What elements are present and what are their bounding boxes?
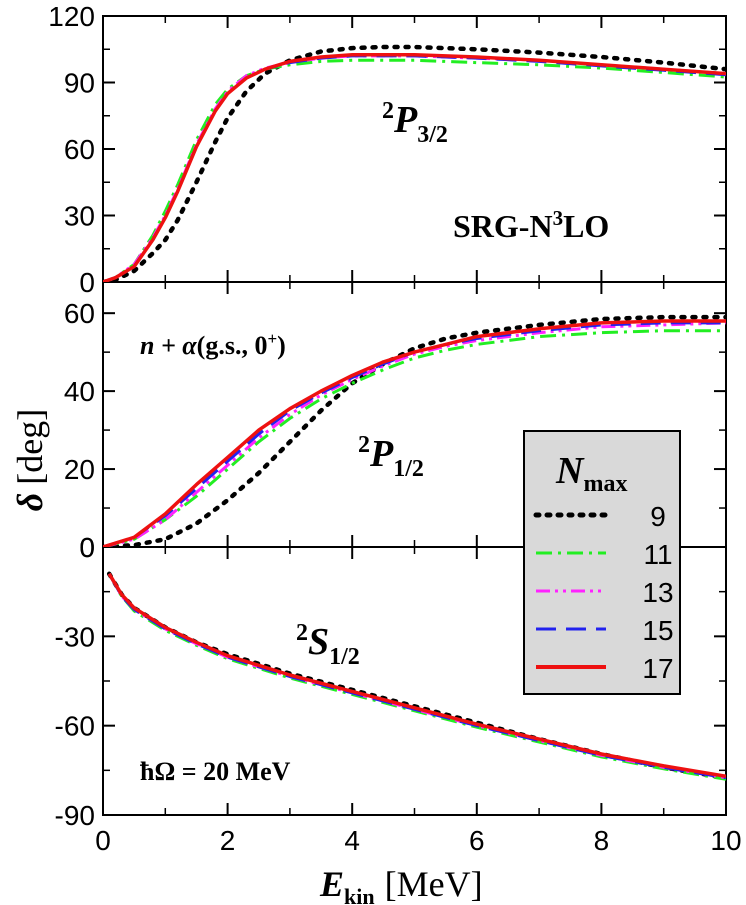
panel-label-p32: 2P3/2 — [382, 98, 448, 148]
panel-label-p12: 2P1/2 — [358, 432, 424, 482]
y-axis-label: δ[deg] — [10, 409, 50, 511]
series-line-P12-nmax-15 — [103, 321, 726, 547]
legend-label-17: 17 — [642, 653, 673, 684]
y-tick-label: 120 — [48, 1, 95, 32]
series-line-P32-nmax-11 — [103, 58, 726, 282]
legend-label-11: 11 — [643, 539, 672, 570]
series-line-P32-nmax-15 — [103, 54, 726, 282]
x-tick-label: 4 — [344, 825, 360, 856]
legend-title: Nmax — [555, 450, 627, 497]
x-axis-label: Ekin [MeV] — [319, 864, 483, 905]
legend-label-15: 15 — [642, 615, 673, 646]
x-tick-label: 0 — [95, 825, 111, 856]
series-line-P12-nmax-13 — [103, 321, 726, 547]
x-tick-label: 6 — [469, 825, 485, 856]
y-tick-label: 40 — [64, 376, 95, 407]
y-tick-label: 90 — [64, 68, 95, 99]
series-line-P32-nmax-9 — [103, 44, 726, 282]
y-tick-label: 0 — [79, 267, 95, 298]
series-line-S12-nmax-17 — [107, 572, 726, 779]
series-line-P32-nmax-17 — [103, 53, 726, 282]
y-tick-label: 60 — [64, 134, 95, 165]
interaction-annotation: SRG-N3LO — [453, 206, 609, 244]
y-tick-label: 0 — [79, 532, 95, 563]
y-tick-label: 30 — [64, 201, 95, 232]
hbar-omega-annotation: ħΩ = 20 MeV — [140, 757, 291, 786]
legend-label-9: 9 — [650, 501, 666, 532]
legend-box — [523, 430, 681, 695]
y-tick-label: 20 — [64, 454, 95, 485]
panel-label-s12: 2S1/2 — [296, 620, 360, 670]
y-tick-label: 60 — [64, 298, 95, 329]
y-tick-label: 0 — [79, 532, 95, 563]
system-annotation: n + α(g.s., 0+) — [140, 329, 286, 360]
series-line-P32-nmax-13 — [103, 54, 726, 282]
y-tick-label: -30 — [55, 621, 95, 652]
legend-label-13: 13 — [642, 577, 673, 608]
x-tick-label: 10 — [710, 825, 741, 856]
legend: Nmax 9 11 13 15 17 — [523, 430, 681, 695]
y-tick-label: -90 — [55, 800, 95, 831]
x-tick-label: 8 — [594, 825, 610, 856]
series-line-P12-nmax-17 — [103, 319, 726, 547]
y-tick-label: -60 — [55, 711, 95, 742]
data-series — [103, 44, 726, 781]
series-line-P12-nmax-11 — [103, 329, 726, 547]
x-tick-label: 2 — [220, 825, 236, 856]
